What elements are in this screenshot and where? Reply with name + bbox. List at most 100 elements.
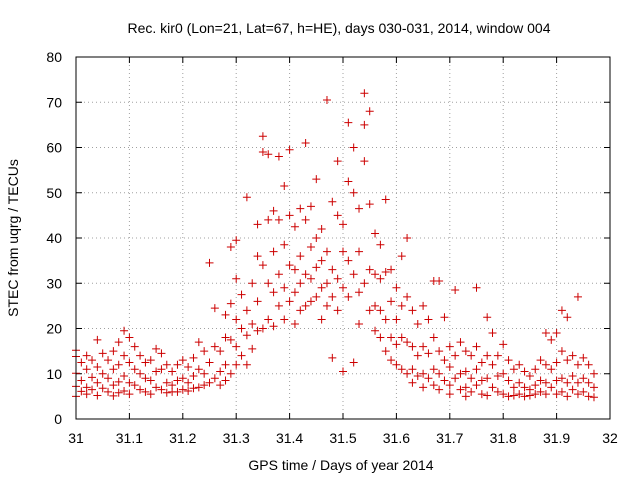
data-point [349, 358, 358, 367]
data-point [573, 360, 582, 369]
data-point [483, 374, 492, 383]
data-point [440, 313, 449, 322]
data-point [579, 353, 588, 362]
data-point [178, 374, 187, 383]
data-point [82, 351, 91, 360]
data-point [403, 234, 412, 242]
data-point [210, 342, 219, 351]
data-point [333, 157, 342, 166]
data-point [253, 220, 262, 229]
data-point [232, 236, 241, 245]
data-point [488, 360, 497, 369]
data-point [349, 143, 358, 152]
data-point [301, 138, 310, 147]
data-point [253, 252, 262, 261]
data-point [157, 349, 166, 358]
x-tick-label: 31.6 [383, 430, 410, 446]
data-point [93, 335, 102, 344]
data-point [563, 392, 572, 401]
data-point [322, 301, 331, 310]
data-point [472, 342, 481, 351]
data-point [93, 378, 102, 387]
data-point [584, 392, 593, 401]
data-point [563, 313, 572, 322]
y-tick-label: 40 [46, 230, 62, 246]
data-point [82, 365, 91, 374]
data-point [173, 376, 182, 385]
data-point [483, 313, 492, 322]
data-point [178, 385, 187, 394]
data-point [125, 390, 134, 399]
data-point [301, 215, 310, 224]
data-point [157, 385, 166, 394]
y-tick-label: 70 [46, 94, 62, 110]
data-point [296, 252, 305, 261]
data-point [317, 224, 326, 233]
data-point [248, 344, 257, 353]
data-point [499, 369, 508, 378]
data-point [408, 378, 417, 387]
data-point [360, 120, 369, 129]
data-point [232, 315, 241, 324]
data-point [210, 374, 219, 383]
data-point [403, 338, 412, 347]
data-point [541, 360, 550, 369]
x-tick-label: 31.4 [276, 430, 303, 446]
data-point [456, 385, 465, 394]
data-point [477, 358, 486, 367]
data-point [381, 347, 390, 356]
data-point [285, 297, 294, 306]
data-point [440, 356, 449, 365]
data-point [248, 319, 257, 328]
data-point [451, 351, 460, 360]
data-point [531, 381, 540, 390]
data-point [125, 378, 134, 387]
data-point [120, 326, 129, 335]
data-point [210, 304, 219, 313]
x-tick-label: 32 [602, 430, 618, 446]
data-point [216, 381, 225, 390]
data-point [397, 333, 406, 342]
data-point [258, 261, 267, 270]
data-point [477, 390, 486, 399]
data-point [467, 387, 476, 396]
data-point [424, 315, 433, 324]
data-point [194, 338, 203, 347]
data-point [413, 319, 422, 328]
data-point [387, 265, 396, 274]
data-point [525, 391, 534, 400]
data-point [120, 351, 129, 360]
data-point [104, 374, 113, 383]
data-point [541, 390, 550, 399]
data-point [114, 388, 123, 397]
data-point [125, 358, 134, 367]
data-point [280, 181, 289, 190]
data-point [173, 387, 182, 396]
data-point [344, 177, 353, 186]
data-point [403, 292, 412, 301]
data-point [392, 340, 401, 349]
data-point [547, 383, 556, 392]
data-point [552, 329, 561, 338]
data-point [509, 391, 518, 400]
data-point [339, 247, 347, 256]
data-point [146, 390, 155, 399]
data-point [109, 381, 118, 390]
data-point [413, 351, 422, 360]
data-point [104, 387, 113, 396]
data-point [349, 188, 358, 197]
data-point [285, 261, 294, 270]
data-point [568, 351, 577, 360]
chart-title: Rec. kir0 (Lon=21, Lat=67, h=HE), days 0… [128, 20, 551, 36]
data-point [392, 315, 401, 324]
data-point [344, 118, 353, 127]
data-point [242, 306, 251, 315]
data-point [419, 301, 428, 310]
data-point [413, 372, 422, 381]
data-point [381, 267, 390, 276]
data-point [168, 381, 177, 390]
data-point [419, 369, 428, 378]
data-point [152, 383, 161, 392]
data-point [515, 378, 524, 387]
